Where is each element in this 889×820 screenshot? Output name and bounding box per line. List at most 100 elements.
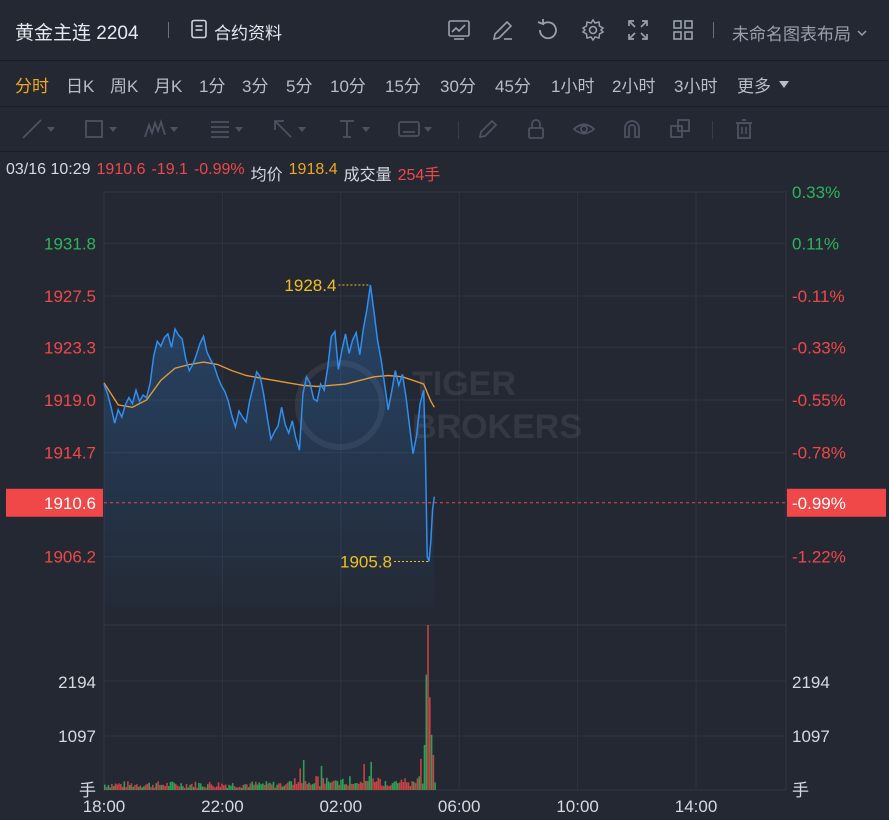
tab-timeframe-3h[interactable]: 3小时	[674, 77, 718, 96]
avg-price-value: 1918.4	[288, 161, 338, 178]
volume-bar	[150, 787, 152, 790]
volume-bar	[310, 784, 312, 790]
edit-icon[interactable]	[490, 17, 516, 43]
volume-bar	[212, 786, 214, 790]
volume-bar	[294, 778, 296, 790]
delete-drawings-button[interactable]	[732, 117, 756, 141]
arrow-tool[interactable]	[271, 117, 306, 141]
volume-bar	[164, 786, 166, 790]
volume-bar	[432, 754, 435, 790]
tab-timeframe-3m[interactable]: 3分	[242, 77, 269, 96]
tab-timeframe-1h[interactable]: 1小时	[551, 77, 595, 96]
volume-bar	[235, 787, 237, 790]
annotation-tool[interactable]	[397, 117, 432, 141]
volume-bar	[191, 783, 193, 790]
document-icon	[190, 19, 208, 44]
tab-timeframe-10m[interactable]: 10分	[330, 77, 366, 96]
tab-timeframe-30m[interactable]: 30分	[440, 77, 476, 96]
tab-timeframe-monthly[interactable]: 月K	[154, 77, 183, 96]
tab-timeframe-5m[interactable]: 5分	[286, 77, 313, 96]
volume-bar	[228, 784, 230, 790]
volume-bar	[409, 786, 412, 790]
volume-bar	[286, 782, 289, 790]
volume-bar	[240, 787, 243, 790]
volume-bar	[283, 785, 285, 790]
volume-bar	[359, 781, 362, 790]
brush-tool[interactable]	[476, 117, 500, 141]
drawing-toolbar	[0, 106, 889, 152]
contract-info-button[interactable]: 合约资料	[190, 19, 282, 44]
reset-icon[interactable]	[535, 17, 561, 43]
volume-bar	[267, 783, 269, 790]
current-pct-label: -0.99%	[792, 494, 846, 513]
measure-tool[interactable]	[335, 117, 370, 141]
volume-bar	[311, 784, 314, 790]
volume-bar	[368, 776, 371, 790]
volume-bar	[196, 787, 198, 790]
wave-pattern-icon	[144, 119, 166, 138]
shape-tool[interactable]	[82, 117, 117, 141]
volume-bar	[290, 781, 293, 790]
current-price-box	[6, 488, 103, 517]
y-axis-right-tick: 0.11%	[792, 234, 839, 253]
text-box-icon	[398, 121, 420, 137]
volume-bar	[173, 782, 175, 790]
copy-drawings-button[interactable]	[668, 117, 692, 141]
quote-change-pct: -0.99%	[193, 161, 245, 178]
y-axis-right-tick: -0.33%	[792, 338, 846, 357]
trash-icon	[736, 119, 752, 139]
y-axis-left-tick: 1923.3	[44, 338, 96, 357]
chart-template-icon[interactable]	[446, 17, 472, 43]
fib-tool[interactable]	[208, 117, 243, 141]
x-axis-tick: 10:00	[556, 797, 599, 816]
volume-bar	[207, 784, 209, 790]
volume-bar	[306, 784, 309, 790]
settings-icon[interactable]	[580, 17, 606, 43]
hide-drawings-button[interactable]	[572, 117, 596, 141]
tab-timeframe-1m[interactable]: 1分	[199, 77, 226, 96]
magnet-icon	[624, 120, 640, 138]
tab-timeframe-2h[interactable]: 2小时	[612, 77, 656, 96]
pattern-tool[interactable]	[143, 117, 178, 141]
volume-bar	[127, 781, 129, 790]
volume-bar	[405, 782, 408, 790]
more-timeframes-dropdown[interactable]: 更多	[737, 72, 789, 97]
tab-timeframe-weekly[interactable]: 周K	[110, 77, 139, 96]
volume-bar	[253, 784, 255, 790]
volume-bar	[221, 783, 223, 790]
lock-icon	[528, 119, 544, 139]
magnet-button[interactable]	[620, 117, 644, 141]
high-price-annotation: 1928.4	[284, 276, 336, 295]
quote-price: 1910.6	[96, 161, 146, 178]
volume-bar	[199, 783, 202, 790]
fullscreen-icon[interactable]	[625, 17, 651, 43]
intraday-chart[interactable]: TIGER BROKERS 1931.8 1927.5 1923.3 1919.0 19…	[0, 180, 889, 820]
volume-bar	[434, 782, 436, 790]
header-divider	[713, 22, 714, 38]
y-axis-right-tick: -0.11%	[792, 287, 845, 306]
volume-bar	[366, 780, 369, 790]
y-axis-right-tick: -0.55%	[792, 391, 846, 410]
line-tool[interactable]	[20, 117, 55, 141]
volume-bar	[194, 781, 197, 790]
volume-bar	[391, 783, 394, 790]
volume-bar	[334, 780, 337, 790]
lock-drawings-button[interactable]	[524, 117, 548, 141]
volume-bar	[297, 782, 300, 790]
volume-bar	[148, 782, 150, 790]
header-bar: 黄金主连 2204 合约资料 未命名图表布局	[0, 0, 889, 61]
tab-timeframe-daily[interactable]: 日K	[66, 77, 95, 96]
volume-bar	[247, 787, 250, 790]
tab-timeframe-15m[interactable]: 15分	[385, 77, 421, 96]
tab-timeframe-45m[interactable]: 45分	[495, 77, 531, 96]
tab-timeframe-intraday[interactable]: 分时	[15, 77, 49, 96]
layout-dropdown[interactable]: 未命名图表布局	[732, 20, 867, 45]
volume-bar	[326, 777, 328, 790]
current-price-label: 1910.6	[44, 494, 96, 513]
volume-bar	[374, 782, 376, 790]
copy-icon	[670, 119, 690, 138]
volume-bar	[285, 784, 287, 790]
grid-layout-icon[interactable]	[670, 17, 696, 43]
volume-bar	[136, 784, 138, 790]
volume-bar	[304, 781, 307, 790]
